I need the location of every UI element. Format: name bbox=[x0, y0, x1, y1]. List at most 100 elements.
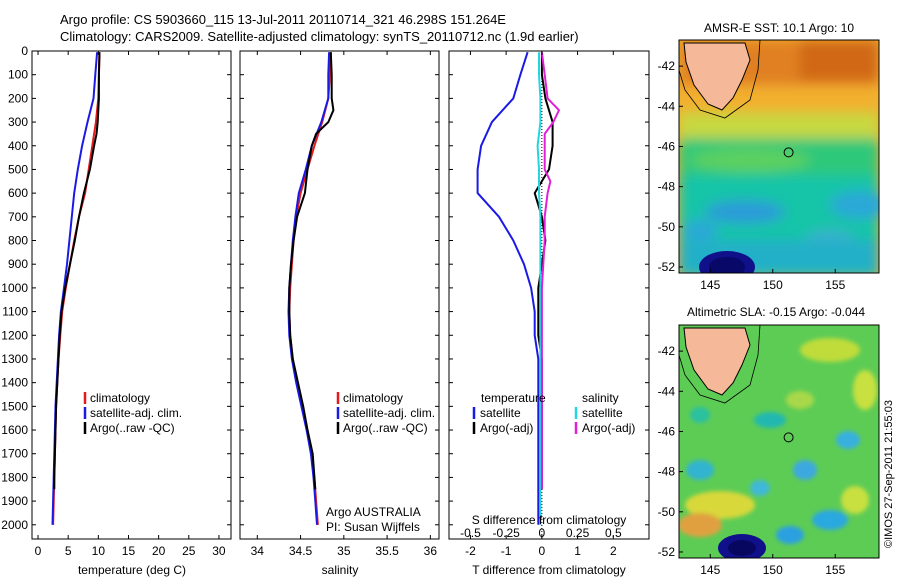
sla-map-frame bbox=[678, 324, 880, 559]
depth-tick-label: 1800 bbox=[1, 470, 28, 484]
x-tick-label: 0 bbox=[539, 544, 546, 558]
map-y-tick-label: -52 bbox=[658, 260, 676, 274]
figure-title-line1: Argo profile: CS 5903660_115 13-Jul-2011… bbox=[60, 12, 506, 27]
series-line-salinity-satellite bbox=[536, 52, 542, 525]
series-line-argo-raw-qc- bbox=[288, 52, 335, 490]
legend-label-satellite: satellite-adj. clim. bbox=[343, 406, 435, 420]
depth-tick-label: 1000 bbox=[1, 281, 28, 295]
x-tick-label: 5 bbox=[65, 544, 72, 558]
argo-annotation-line2: PI: Susan Wijffels bbox=[326, 520, 420, 534]
legend-label-climatology: climatology bbox=[90, 391, 150, 405]
depth-tick-label: 600 bbox=[8, 186, 28, 200]
x-tick-label: -1 bbox=[501, 544, 512, 558]
sst-map-ticks: 145 150 155 -42 -44 -46 -48 -50 -52 bbox=[658, 59, 846, 292]
x-tick-label: 0 bbox=[35, 544, 42, 558]
map-x-tick-label: 155 bbox=[825, 563, 845, 577]
map-y-tick-label: -48 bbox=[658, 180, 676, 194]
salinity-legend: climatology satellite-adj. clim. Argo(..… bbox=[326, 391, 435, 534]
depth-tick-label: 300 bbox=[8, 115, 28, 129]
difference-x-ticks: -2 -1 0 1 2 bbox=[465, 51, 617, 558]
x-tick-label: 10 bbox=[92, 544, 106, 558]
depth-tick-label: 100 bbox=[8, 68, 28, 82]
map-x-tick-label: 155 bbox=[825, 278, 845, 292]
temperature-x-ticks: 0 5 10 15 20 25 30 bbox=[35, 51, 226, 558]
legend-label-s-argo: Argo(-adj) bbox=[582, 421, 635, 435]
map-y-tick-label: -46 bbox=[658, 424, 676, 438]
salinity-plot-frame bbox=[239, 50, 440, 540]
map-y-tick-label: -46 bbox=[658, 139, 676, 153]
depth-tick-label: 0 bbox=[21, 44, 28, 58]
depth-tick-label: 900 bbox=[8, 257, 28, 271]
x-tick-label: 36 bbox=[424, 544, 438, 558]
difference-legend: temperature salinity satellite Argo(-adj… bbox=[472, 391, 635, 435]
argo-location-marker bbox=[783, 147, 794, 158]
legend-label-t-satellite: satellite bbox=[480, 406, 521, 420]
series-line-argo-raw-qc- bbox=[53, 52, 101, 490]
x-tick-label: 15 bbox=[122, 544, 136, 558]
depth-tick-label: 700 bbox=[8, 210, 28, 224]
depth-tick-label: 400 bbox=[8, 139, 28, 153]
depth-tick-label: 500 bbox=[8, 162, 28, 176]
depth-tick-label: 1700 bbox=[1, 447, 28, 461]
temperature-x-label: temperature (deg C) bbox=[78, 563, 186, 577]
x-tick-label: -2 bbox=[465, 544, 476, 558]
legend-label-argo: Argo(..raw -QC) bbox=[343, 421, 428, 435]
x-tick-label: 30 bbox=[212, 544, 226, 558]
legend-title-temperature: temperature bbox=[481, 391, 546, 405]
sst-map-title: AMSR-E SST: 10.1 Argo: 10 bbox=[704, 21, 854, 35]
depth-tick-label: 1100 bbox=[2, 305, 28, 319]
map-x-tick-label: 150 bbox=[763, 278, 783, 292]
argo-annotation-line1: Argo AUSTRALIA bbox=[326, 505, 421, 519]
s-tick-label: -0.25 bbox=[492, 526, 520, 540]
sla-map bbox=[679, 325, 879, 558]
coast-contour bbox=[679, 325, 761, 404]
s-tick-label: -0.5 bbox=[460, 526, 481, 540]
temperature-legend: climatology satellite-adj. clim. Argo(..… bbox=[83, 391, 182, 435]
x-tick-label: 34 bbox=[251, 544, 265, 558]
difference-lines bbox=[476, 51, 560, 539]
salinity-x-label: salinity bbox=[322, 563, 359, 577]
series-line-temperature-satellite bbox=[476, 51, 540, 525]
depth-tick-label: 1300 bbox=[1, 352, 28, 366]
difference-x-label: T difference from climatology bbox=[472, 563, 626, 577]
salinity-lines bbox=[287, 52, 335, 525]
salinity-difference-ticks: -0.5 -0.25 0 0.25 0.5 bbox=[460, 526, 622, 540]
x-tick-label: 20 bbox=[152, 544, 166, 558]
x-tick-label: 1 bbox=[574, 544, 581, 558]
map-x-tick-label: 150 bbox=[763, 563, 783, 577]
legend-label-t-argo: Argo(-adj) bbox=[480, 421, 533, 435]
x-tick-label: 2 bbox=[610, 544, 617, 558]
sst-map bbox=[679, 40, 879, 273]
legend-label-argo: Argo(..raw -QC) bbox=[90, 421, 175, 435]
map-y-tick-label: -44 bbox=[658, 99, 676, 113]
map-x-tick-label: 145 bbox=[700, 278, 720, 292]
map-y-tick-label: -50 bbox=[658, 505, 676, 519]
depth-tick-label: 2000 bbox=[1, 518, 28, 532]
legend-label-climatology: climatology bbox=[343, 391, 403, 405]
map-y-tick-label: -42 bbox=[658, 59, 676, 73]
argo-location-marker bbox=[783, 432, 794, 443]
figure-title-line2: Climatology: CARS2009. Satellite-adjuste… bbox=[60, 29, 579, 44]
map-y-tick-label: -52 bbox=[658, 545, 676, 559]
s-tick-label: 0.25 bbox=[566, 526, 590, 540]
map-y-tick-label: -50 bbox=[658, 220, 676, 234]
tasmania-land bbox=[683, 327, 751, 396]
coast-contour bbox=[679, 40, 761, 119]
legend-label-s-satellite: satellite bbox=[582, 406, 623, 420]
sla-map-title: Altimetric SLA: -0.15 Argo: -0.044 bbox=[687, 305, 865, 319]
sst-map-frame bbox=[678, 39, 880, 274]
difference-top-label: S difference from climatology bbox=[472, 513, 627, 527]
legend-title-salinity: salinity bbox=[582, 391, 619, 405]
depth-tick-label: 1600 bbox=[1, 423, 28, 437]
depth-axis: 0 100 200 300 400 500 600 700 800 900 1000 1100 1200… bbox=[1, 44, 649, 532]
tasmania-land bbox=[683, 42, 751, 111]
s-tick-label: 0 bbox=[539, 526, 546, 540]
x-tick-label: 35.5 bbox=[375, 544, 399, 558]
depth-tick-label: 1200 bbox=[1, 328, 28, 342]
map-y-tick-label: -48 bbox=[658, 465, 676, 479]
x-tick-label: 25 bbox=[182, 544, 196, 558]
s-tick-label: 0.5 bbox=[605, 526, 622, 540]
series-line-salinity-argo-adj- bbox=[540, 52, 560, 490]
depth-tick-label: 200 bbox=[8, 91, 28, 105]
